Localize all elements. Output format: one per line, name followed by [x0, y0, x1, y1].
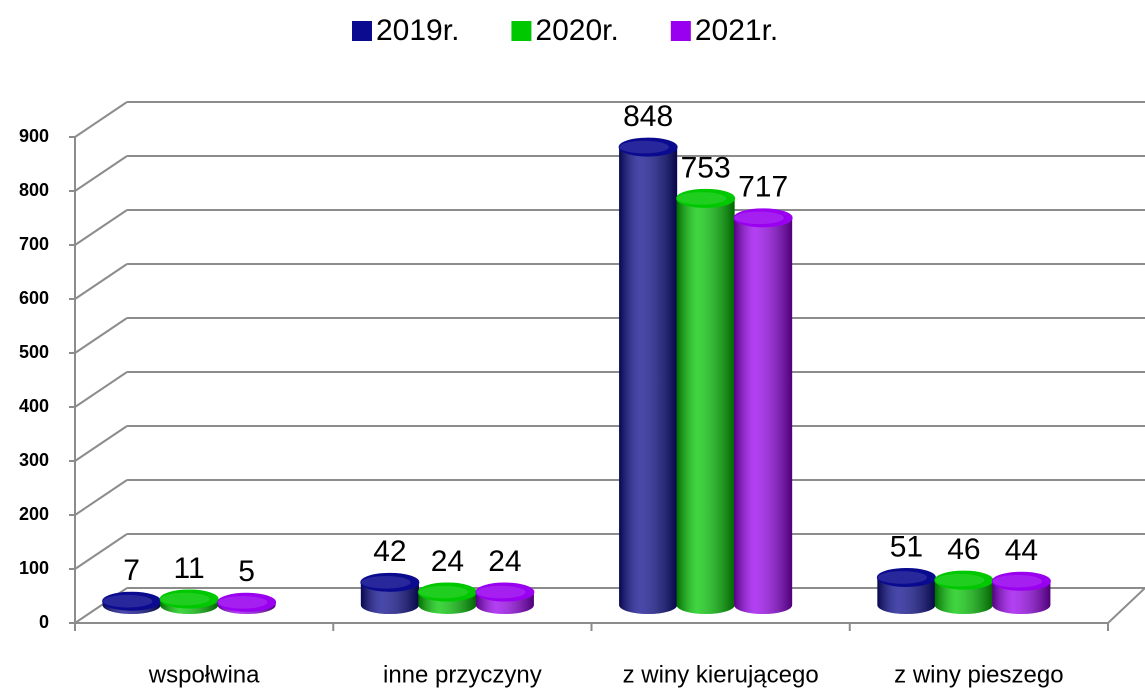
cylinder-shade [734, 217, 793, 614]
cylinder-top-shine [992, 574, 1043, 588]
cylinder [360, 572, 420, 614]
cylinder [475, 582, 535, 614]
cylinder-top [159, 589, 219, 609]
cylinder-top-shine [102, 594, 153, 608]
cylinder-top [217, 592, 277, 612]
y-tick-label: 800 [19, 180, 49, 200]
x-tick-label: inne przyczyny [383, 661, 542, 688]
cylinder-top [618, 137, 678, 157]
value-label: 24 [431, 545, 464, 578]
cylinder [876, 567, 936, 614]
value-label: 51 [890, 530, 923, 563]
legend-swatch [511, 21, 532, 41]
y-tick-label: 500 [19, 342, 49, 362]
cylinder-top [475, 582, 535, 602]
x-tick-label: wspołwina [148, 661, 260, 688]
cylinder-top-shine [619, 140, 669, 154]
value-label: 44 [1005, 534, 1038, 567]
cylinder [217, 592, 277, 614]
value-label: 717 [738, 171, 788, 204]
grid-line-side [74, 425, 128, 462]
cylinder-top-shine [160, 592, 210, 606]
cylinder [676, 188, 736, 614]
cylinder [159, 589, 219, 614]
cylinder-top-shine [877, 571, 928, 584]
cylinder-top [733, 208, 793, 228]
legend-label: 2020r. [535, 14, 618, 47]
grid-line-side [74, 533, 128, 570]
cylinder-top [676, 188, 736, 208]
cylinder-top [360, 572, 420, 592]
grid-line-side [74, 263, 128, 300]
legend-label: 2019r. [376, 14, 459, 47]
grid-line-side [74, 101, 128, 138]
cylinder-top-shine [418, 585, 469, 599]
cylinder [417, 582, 477, 614]
cylinder-top [876, 567, 936, 587]
y-tick-label: 300 [19, 450, 49, 470]
value-label: 5 [238, 555, 255, 588]
cylinder-top [991, 571, 1051, 591]
value-label: 24 [488, 545, 521, 578]
y-tick-label: 100 [19, 558, 49, 578]
floor-right [1107, 587, 1145, 624]
cylinder [733, 208, 793, 614]
cylinder-top-shine [676, 192, 727, 205]
legend-label: 2021r. [695, 14, 778, 47]
cylinder-top-shine [361, 576, 411, 589]
x-tick-label: z winy pieszego [894, 661, 1063, 688]
cylinder-top-shine [217, 596, 268, 609]
cylinder-top-shine [734, 211, 784, 225]
y-tick-label: 700 [19, 234, 49, 254]
cylinder [102, 591, 162, 614]
x-tick-label: z winy kierującego [623, 661, 819, 688]
grid-line-side [74, 209, 128, 246]
cylinder-top-shine [476, 585, 526, 599]
legend-swatch [670, 21, 691, 41]
grid-line-side [74, 317, 128, 354]
value-label: 753 [681, 151, 731, 184]
value-label: 11 [174, 552, 205, 585]
value-label: 46 [947, 533, 980, 566]
y-tick-label: 600 [19, 288, 49, 308]
value-label: 42 [373, 535, 406, 568]
cylinder-top-shine [935, 573, 985, 587]
cylinder-shade [934, 580, 993, 614]
value-label: 7 [123, 554, 140, 587]
grid-line-side [74, 155, 128, 192]
grid-line-side [74, 479, 128, 516]
cylinder [934, 570, 994, 614]
cylinder [991, 571, 1051, 614]
cylinder-shade [877, 577, 936, 614]
y-tick-label: 900 [19, 126, 49, 146]
cylinder [618, 137, 678, 614]
y-tick-label: 200 [19, 504, 49, 524]
cylinder-shade [676, 198, 735, 614]
value-label: 848 [623, 100, 673, 133]
cylinder-shade [619, 147, 678, 614]
grid-line-side [74, 371, 128, 408]
legend-swatch [352, 21, 372, 41]
y-tick-label: 400 [19, 396, 49, 416]
y-tick-label: 0 [39, 612, 49, 632]
